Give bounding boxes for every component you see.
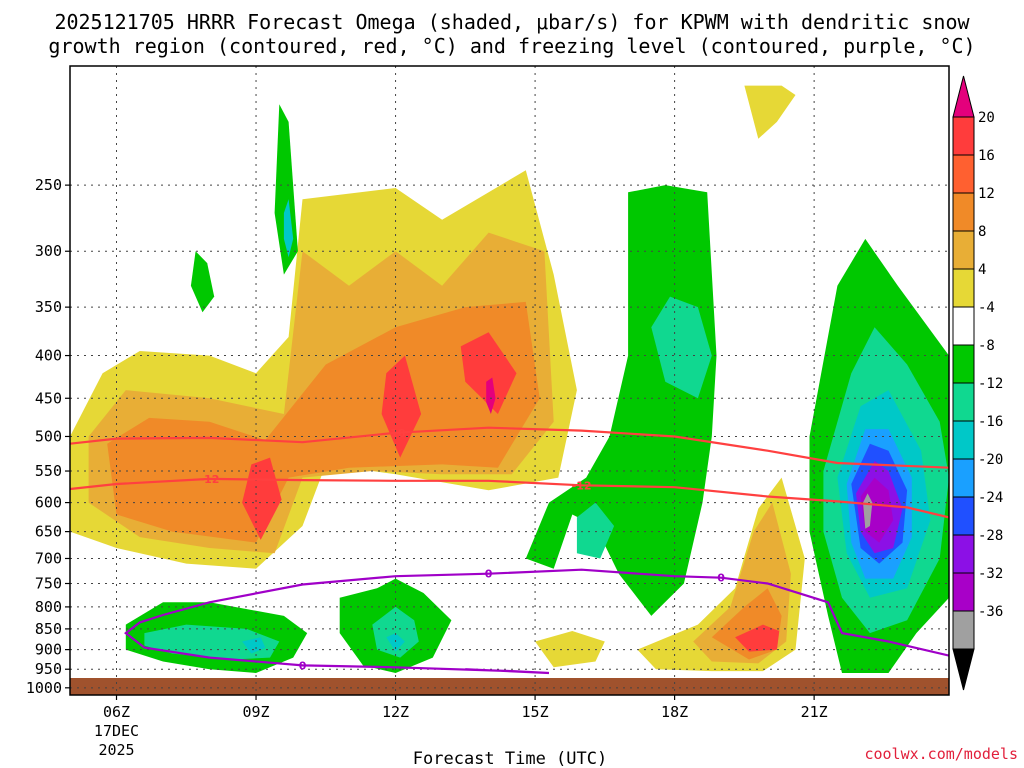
x-year-label: 2025	[98, 741, 134, 759]
y-tick-label: 250	[35, 176, 62, 194]
colorbar-swatch	[952, 458, 975, 498]
colorbar-label: -12	[978, 376, 1003, 392]
colorbar-label: -4	[978, 300, 995, 316]
colorbar-label: 20	[978, 110, 995, 126]
colorbar-swatch	[952, 154, 975, 194]
colorbar-label: 16	[978, 148, 995, 164]
colorbar-swatch	[952, 344, 975, 384]
omega-region-16-lowright	[735, 624, 780, 652]
omega-region-neg12-b	[283, 199, 294, 258]
colorbar-top-arrow	[952, 75, 975, 118]
dgz-contour-minus18-line	[70, 426, 949, 469]
plot-frame	[69, 65, 950, 696]
x-date-label: 17DEC	[94, 722, 139, 740]
x-tick-label: 15Z	[522, 703, 549, 721]
colorbar-label: -20	[978, 452, 1003, 468]
colorbar-swatch	[952, 496, 975, 536]
omega-region-16a	[242, 457, 282, 540]
dgz-contour-minus18-label: -18	[386, 427, 406, 440]
x-tick-label: 09Z	[242, 703, 269, 721]
omega-region-neg8-a	[651, 296, 712, 399]
y-tick-label: 750	[35, 575, 62, 593]
y-tick-label: 700	[35, 549, 62, 567]
y-tick-label: 450	[35, 389, 62, 407]
colorbar-label: 8	[978, 224, 986, 240]
y-tick-label: 850	[35, 620, 62, 638]
colorbar-swatch	[952, 306, 975, 346]
y-tick-label: 950	[35, 660, 62, 678]
x-tick-label: 06Z	[103, 703, 130, 721]
dgz-contour-minus12-line	[70, 477, 949, 519]
omega-region-4-top	[744, 85, 796, 139]
y-tick-label: 300	[35, 242, 62, 260]
dgz-contour-minus12-label: -12	[200, 473, 220, 486]
y-tick-label: 1000	[26, 679, 62, 697]
freezing-level-contour-label: 0	[485, 568, 493, 581]
plot-area: -18 -12 -12 0 0 0	[69, 65, 950, 696]
omega-region-neg12-d	[386, 633, 405, 652]
contour-lines: -18 -12 -12 0 0 0	[70, 426, 949, 675]
freezing-level-contour-label: 0	[299, 659, 307, 672]
omega-region-neg4-e	[525, 185, 717, 616]
colorbar-swatch	[952, 420, 975, 460]
x-axis-title: Forecast Time (UTC)	[413, 749, 607, 768]
chart-title-line-1: 2025121705 HRRR Forecast Omega (shaded, …	[54, 10, 970, 34]
colorbar-swatch	[952, 116, 975, 156]
omega-region-neg8-c	[144, 624, 280, 660]
y-axis: 250 300 350 400 450 500 550 600 650 700 750 800 850 9…	[26, 176, 70, 697]
colorbar-swatch	[952, 192, 975, 232]
y-tick-label: 900	[35, 641, 62, 659]
colorbar-label: -16	[978, 414, 1003, 430]
x-tick-label: 12Z	[382, 703, 409, 721]
x-tick-label: 21Z	[801, 703, 828, 721]
x-tick-label: 18Z	[661, 703, 688, 721]
colorbar-label: -28	[978, 528, 1003, 544]
omega-shading	[70, 85, 949, 673]
y-tick-label: 500	[35, 427, 62, 445]
y-tick-label: 400	[35, 347, 62, 365]
colorbar-label: -8	[978, 338, 995, 354]
dgz-contour-minus12-label: -12	[572, 479, 592, 492]
colorbar-swatch	[952, 534, 975, 574]
omega-region-16c	[460, 332, 517, 414]
freezing-level-contour-label: 0	[717, 572, 725, 585]
colorbar-bottom-arrow	[952, 648, 975, 691]
colorbar-label: -32	[978, 566, 1003, 582]
omega-region-4-low	[535, 631, 605, 668]
credit-text: coolwx.com/models	[864, 745, 1018, 763]
omega-region-neg8-b	[576, 502, 615, 559]
colorbar: 20 16 12 8 4 -4 -8 -12 -16 -20 -24 -28 -32 -36	[952, 75, 1003, 691]
freezing-level-contour-line	[123, 568, 949, 675]
colorbar-label: 12	[978, 186, 995, 202]
colorbar-swatch	[952, 382, 975, 422]
y-tick-label: 350	[35, 298, 62, 316]
colorbar-swatch	[952, 230, 975, 270]
y-tick-label: 650	[35, 523, 62, 541]
y-tick-label: 800	[35, 598, 62, 616]
terrain-band	[70, 678, 949, 695]
colorbar-swatch	[952, 268, 975, 308]
omega-region-neg4-d	[190, 251, 215, 313]
y-tick-label: 550	[35, 462, 62, 480]
colorbar-label: -24	[978, 490, 1003, 506]
omega-region-neg8-d	[372, 606, 419, 658]
omega-region-20	[486, 377, 496, 414]
colorbar-swatch	[952, 572, 975, 612]
omega-region-12	[107, 301, 540, 543]
y-tick-label: 600	[35, 494, 62, 512]
chart-title-line-2: growth region (contoured, red, °C) and f…	[48, 34, 975, 58]
colorbar-label: -36	[978, 604, 1003, 620]
colorbar-label: 4	[978, 262, 986, 278]
colorbar-swatch	[952, 610, 975, 650]
